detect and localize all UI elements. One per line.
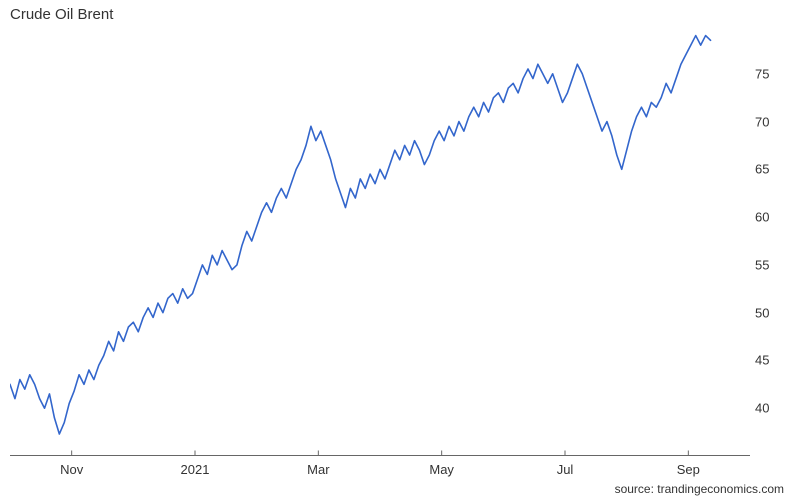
y-axis-label: 70: [755, 114, 769, 129]
x-axis-label: May: [429, 462, 454, 477]
y-axis-labels: 40 45 50 55 60 65 70 75: [755, 26, 795, 456]
x-axis-label: Jul: [557, 462, 574, 477]
chart-source: source: trandingeconomics.com: [615, 482, 784, 496]
y-axis-label: 65: [755, 162, 769, 177]
price-series-line: [10, 36, 711, 434]
y-axis-label: 40: [755, 401, 769, 416]
chart-title: Crude Oil Brent: [10, 6, 113, 23]
x-axis-label: Sep: [677, 462, 700, 477]
x-axis-label: Nov: [60, 462, 83, 477]
x-axis-labels: Nov 2021 Mar May Jul Sep: [10, 458, 750, 478]
x-axis-label: Mar: [307, 462, 329, 477]
y-axis-label: 50: [755, 305, 769, 320]
y-axis-label: 75: [755, 66, 769, 81]
y-axis-label: 45: [755, 353, 769, 368]
x-axis-label: 2021: [181, 462, 210, 477]
y-axis-label: 55: [755, 257, 769, 272]
chart-plot-area: [10, 26, 750, 456]
y-axis-label: 60: [755, 210, 769, 225]
